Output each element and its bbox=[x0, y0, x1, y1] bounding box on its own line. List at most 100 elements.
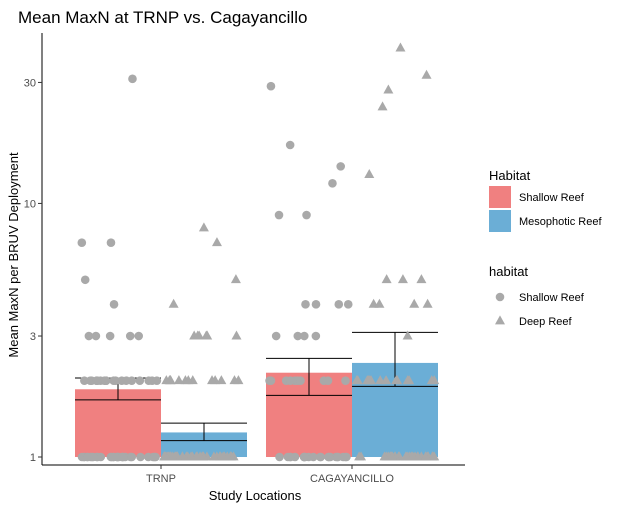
point-0-1-38 bbox=[334, 300, 344, 309]
point-0-1-21 bbox=[309, 452, 318, 462]
point-0-0-41 bbox=[101, 376, 111, 385]
point-0-1-18 bbox=[333, 452, 343, 462]
point-1-0-35 bbox=[195, 451, 206, 461]
point-1-0-33 bbox=[159, 451, 170, 461]
point-0-0-26 bbox=[150, 452, 159, 462]
point-1-1-47 bbox=[422, 298, 433, 308]
point-0-0-27 bbox=[88, 452, 98, 462]
point-0-0-46 bbox=[111, 376, 120, 385]
legend-label-fill-0: Shallow Reef bbox=[519, 192, 585, 204]
point-1-1-25 bbox=[407, 451, 418, 461]
point-0-0-50 bbox=[134, 331, 144, 341]
legend-title-shape: habitat bbox=[489, 264, 528, 279]
legend-label-shape-1: Deep Reef bbox=[519, 316, 573, 328]
x-tick-label-0: TRNP bbox=[146, 473, 176, 485]
point-0-0-56 bbox=[77, 238, 87, 248]
point-1-0-36 bbox=[218, 451, 229, 461]
point-0-1-34 bbox=[299, 331, 309, 341]
point-1-1-48 bbox=[397, 274, 408, 284]
point-1-0-47 bbox=[173, 375, 184, 385]
point-0-0-57 bbox=[106, 238, 116, 248]
point-0-1-43 bbox=[336, 162, 346, 171]
point-1-0-55 bbox=[201, 330, 212, 340]
y-tick-label-0: 1 bbox=[30, 452, 36, 464]
point-0-1-40 bbox=[302, 210, 311, 220]
point-0-0-29 bbox=[117, 452, 127, 462]
point-0-0-49 bbox=[105, 331, 115, 341]
point-1-0-54 bbox=[231, 330, 242, 340]
point-0-0-58 bbox=[128, 74, 137, 84]
plot-panel bbox=[75, 331, 438, 458]
point-1-1-42 bbox=[364, 375, 375, 385]
point-1-1-51 bbox=[364, 168, 375, 178]
axes: 1 3 10 30 TRNP CAGAYANCILLO bbox=[24, 33, 465, 485]
point-1-0-37 bbox=[186, 451, 197, 461]
point-0-0-45 bbox=[144, 376, 154, 385]
point-0-1-45 bbox=[266, 81, 276, 91]
point-0-0-52 bbox=[84, 331, 94, 341]
point-1-0-30 bbox=[167, 451, 178, 461]
y-tick-label-2: 10 bbox=[24, 198, 36, 210]
point-0-1-41 bbox=[274, 210, 284, 220]
point-0-0-28 bbox=[107, 452, 116, 462]
point-1-1-43 bbox=[402, 330, 413, 340]
point-1-0-57 bbox=[168, 298, 179, 308]
legend-title-fill: Habitat bbox=[489, 168, 531, 183]
point-1-1-40 bbox=[352, 375, 363, 385]
point-1-1-55 bbox=[395, 42, 406, 52]
point-1-0-27 bbox=[208, 451, 219, 461]
point-0-1-44 bbox=[285, 140, 295, 150]
legend-label-shape-0: Shallow Reef bbox=[519, 292, 585, 304]
point-0-1-37 bbox=[301, 300, 310, 309]
point-0-1-30 bbox=[341, 376, 350, 385]
point-0-0-48 bbox=[121, 376, 131, 385]
point-0-1-36 bbox=[343, 300, 353, 309]
point-1-1-52 bbox=[377, 101, 388, 111]
point-0-1-31 bbox=[265, 376, 274, 385]
legend-key-fill-1 bbox=[489, 210, 511, 232]
point-0-1-19 bbox=[324, 452, 334, 462]
legend-key-shape-0 bbox=[495, 292, 505, 302]
point-0-1-13 bbox=[286, 452, 295, 462]
legend: Habitat Shallow Reef Mesophotic Reef habita… bbox=[489, 168, 602, 328]
point-1-1-32 bbox=[404, 375, 415, 385]
point-1-1-54 bbox=[421, 69, 432, 79]
point-1-0-50 bbox=[207, 375, 218, 385]
point-0-0-38 bbox=[85, 376, 95, 385]
point-1-0-58 bbox=[230, 274, 241, 284]
point-1-1-53 bbox=[383, 84, 394, 94]
point-1-0-60 bbox=[198, 222, 209, 232]
point-1-1-50 bbox=[416, 274, 427, 284]
point-0-1-33 bbox=[311, 331, 321, 341]
point-0-0-42 bbox=[80, 376, 89, 385]
point-1-1-38 bbox=[426, 375, 437, 385]
point-1-1-45 bbox=[409, 298, 420, 308]
point-1-1-24 bbox=[420, 451, 431, 461]
jitter-points bbox=[77, 42, 440, 462]
point-0-0-39 bbox=[135, 376, 145, 385]
point-1-1-26 bbox=[354, 451, 365, 461]
point-1-1-16 bbox=[427, 451, 438, 461]
legend-key-shape-1 bbox=[495, 315, 505, 325]
x-tick-label-1: CAGAYANCILLO bbox=[310, 473, 394, 485]
point-0-0-53 bbox=[91, 331, 101, 341]
point-0-1-29 bbox=[286, 376, 295, 385]
point-1-1-27 bbox=[379, 451, 390, 461]
point-0-0-47 bbox=[92, 376, 102, 385]
point-1-0-48 bbox=[183, 375, 194, 385]
point-0-1-32 bbox=[293, 331, 303, 341]
point-1-0-49 bbox=[161, 375, 172, 385]
point-0-1-8 bbox=[299, 452, 309, 462]
point-1-1-49 bbox=[381, 274, 392, 284]
point-1-0-59 bbox=[211, 237, 222, 247]
point-0-1-28 bbox=[323, 376, 333, 385]
point-1-1-28 bbox=[387, 451, 398, 461]
legend-key-fill-0 bbox=[489, 186, 511, 208]
point-0-0-51 bbox=[125, 331, 135, 341]
chart-title: Mean MaxN at TRNP vs. Cagayancillo bbox=[18, 8, 307, 27]
point-1-1-41 bbox=[381, 375, 392, 385]
bar-0-0 bbox=[75, 389, 161, 458]
point-1-1-46 bbox=[374, 298, 385, 308]
y-axis-title: Mean MaxN per BRUV Deployment bbox=[6, 152, 21, 358]
point-1-0-44 bbox=[229, 375, 240, 385]
